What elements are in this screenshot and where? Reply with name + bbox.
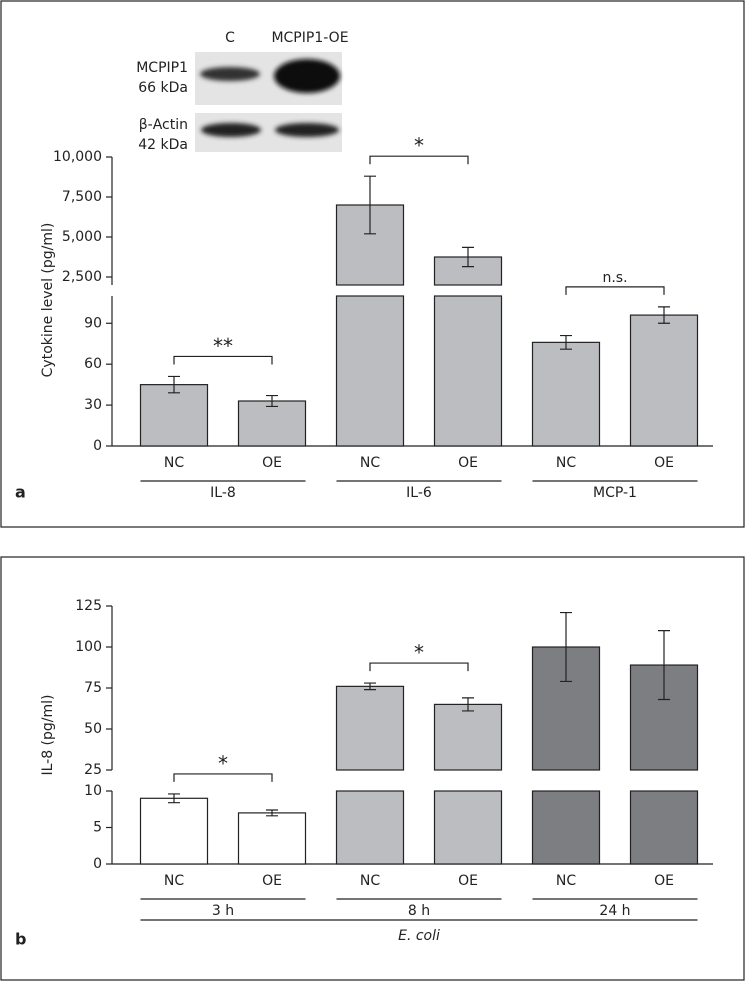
bar (433, 790, 503, 865)
y-tick-label: 100 (75, 639, 102, 655)
y-axis-label: IL-8 (pg/ml) (40, 694, 56, 775)
x-tick-label: OE (262, 873, 282, 889)
bar (433, 295, 503, 447)
x-tick-label: OE (262, 455, 282, 471)
error-bar (658, 306, 670, 324)
group-label: IL-6 (406, 485, 432, 501)
error-bar (658, 630, 670, 701)
x-tick-label: NC (556, 455, 576, 471)
blot-column-label: C (225, 30, 235, 46)
bar (433, 256, 503, 286)
significance-label: * (414, 134, 424, 158)
y-tick-label: 125 (75, 598, 102, 614)
bar (335, 790, 405, 865)
y-tick-label: 10 (84, 783, 102, 799)
bar (629, 314, 699, 447)
bar (335, 295, 405, 447)
blot-row-label: β-Actin (139, 117, 188, 133)
group-label: IL-8 (210, 485, 236, 501)
significance-label: * (218, 751, 228, 775)
error-bar (266, 394, 278, 408)
error-bar (560, 334, 572, 350)
x-tick-label: OE (654, 455, 674, 471)
y-tick-label: 10,000 (53, 149, 102, 165)
blot-band (200, 67, 260, 81)
y-tick-label: 5,000 (62, 229, 102, 245)
error-bar (168, 375, 180, 394)
blot-row-label: MCPIP1 (136, 60, 188, 76)
group-label: MCP-1 (593, 485, 637, 501)
error-bar (266, 809, 278, 817)
x-tick-label: NC (360, 455, 380, 471)
x-tick-label: OE (654, 873, 674, 889)
error-bar (168, 793, 180, 804)
error-bar (462, 697, 474, 712)
blot-band (274, 59, 340, 93)
error-bar (560, 611, 572, 683)
y-tick-label: 75 (84, 680, 102, 696)
error-bar (462, 246, 474, 268)
y-tick-label: 30 (84, 397, 102, 413)
y-tick-label: 60 (84, 356, 102, 372)
panel-label: a (15, 483, 26, 502)
y-tick-label: 7,500 (62, 189, 102, 205)
x-tick-label: NC (556, 873, 576, 889)
group-label: 8 h (408, 903, 430, 919)
y-tick-label: 50 (84, 721, 102, 737)
blot-row-size: 42 kDa (138, 137, 188, 153)
error-bar (364, 682, 376, 691)
y-tick-label: 90 (84, 315, 102, 331)
group-label: 3 h (212, 903, 234, 919)
significance-bracket (369, 155, 469, 165)
x-tick-label: NC (164, 455, 184, 471)
significance-bracket (173, 773, 273, 782)
group-label: 24 h (599, 903, 630, 919)
x-tick-label: OE (458, 873, 478, 889)
bar (629, 790, 699, 865)
blot-row-size: 66 kDa (138, 80, 188, 96)
panel-frame (0, 0, 745, 528)
western-blot: C MCPIP1-OE MCPIP1 66 kDa β-Actin 42 kDa (136, 30, 348, 153)
bar (139, 384, 209, 447)
bar (139, 797, 209, 865)
y-tick-label: 0 (93, 856, 102, 872)
panel-frame (0, 556, 745, 981)
error-bar (364, 175, 376, 235)
panel-label: b (15, 930, 26, 949)
significance-label: * (414, 641, 424, 665)
blot-band (275, 123, 339, 137)
blot-column-label: MCPIP1-OE (271, 30, 348, 46)
y-tick-label: 0 (93, 438, 102, 454)
bar (237, 400, 307, 447)
y-tick-label: 25 (84, 762, 102, 778)
y-axis-label: Cytokine level (pg/ml) (40, 223, 56, 378)
y-tick-label: 5 (93, 820, 102, 836)
bar (433, 703, 503, 771)
x-axis-label: E. coli (398, 928, 440, 944)
significance-bracket (173, 355, 273, 365)
y-tick-label: 2,500 (62, 269, 102, 285)
x-tick-label: NC (164, 873, 184, 889)
blot-band (201, 123, 261, 137)
significance-bracket (369, 662, 469, 672)
bar (531, 341, 601, 447)
bar (531, 790, 601, 865)
x-tick-label: NC (360, 873, 380, 889)
bar (335, 685, 405, 771)
significance-label: ** (213, 334, 233, 358)
bar (237, 812, 307, 865)
significance-label: n.s. (602, 270, 627, 286)
significance-bracket (565, 286, 665, 295)
x-tick-label: OE (458, 455, 478, 471)
